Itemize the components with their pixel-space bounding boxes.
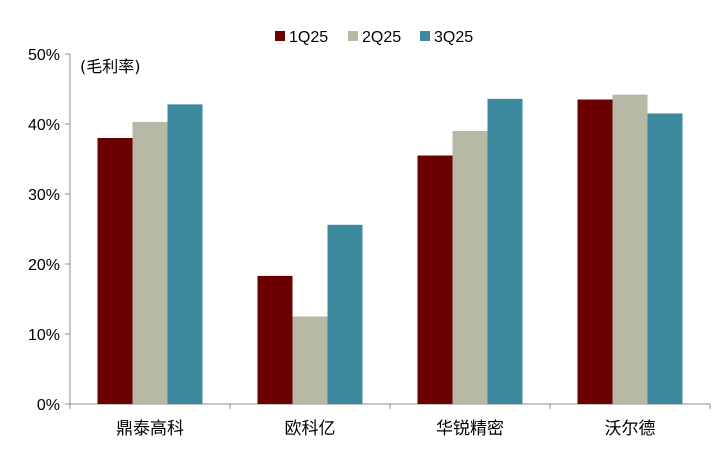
x-tick-label: 欧科亿 (285, 419, 336, 439)
y-tick-label: 20% (28, 257, 60, 274)
y-tick-label: 0% (37, 397, 60, 414)
bar-2Q25-欧科亿 (292, 316, 328, 404)
bar-2Q25-鼎泰高科 (132, 121, 168, 405)
bar-1Q25-欧科亿 (257, 275, 293, 404)
bar-3Q25-鼎泰高科 (167, 104, 203, 405)
legend-swatch (420, 31, 430, 41)
legend-label: 2Q25 (362, 29, 401, 46)
legend-swatch (275, 31, 285, 41)
bar-3Q25-沃尔德 (647, 113, 683, 404)
x-axis: 鼎泰高科 欧科亿 华锐精密 沃尔德 (69, 403, 711, 439)
bar-1Q25-沃尔德 (577, 99, 613, 404)
bars (97, 94, 683, 405)
legend-label: 3Q25 (434, 29, 473, 46)
legend-label: 1Q25 (289, 29, 328, 46)
y-tick-label: 30% (28, 187, 60, 204)
y-tick-label: 40% (28, 117, 60, 134)
legend: 1Q25 2Q25 3Q25 (275, 29, 473, 46)
bar-2Q25-华锐精密 (452, 131, 488, 404)
legend-swatch (348, 31, 358, 41)
x-tick-label: 华锐精密 (436, 419, 504, 439)
y-tick-label: 10% (28, 327, 60, 344)
bar-1Q25-华锐精密 (417, 155, 453, 404)
y-tick-label: 50% (28, 47, 60, 64)
unit-label: (毛利率) (80, 57, 141, 76)
bar-3Q25-欧科亿 (327, 224, 363, 404)
bar-2Q25-沃尔德 (612, 94, 648, 404)
x-tick-label: 沃尔德 (605, 419, 656, 439)
bar-1Q25-鼎泰高科 (97, 138, 133, 404)
x-tick-label: 鼎泰高科 (116, 419, 184, 439)
bar-3Q25-华锐精密 (487, 98, 523, 405)
y-axis: 0% 10% 20% 30% 40% 50% (28, 47, 71, 414)
